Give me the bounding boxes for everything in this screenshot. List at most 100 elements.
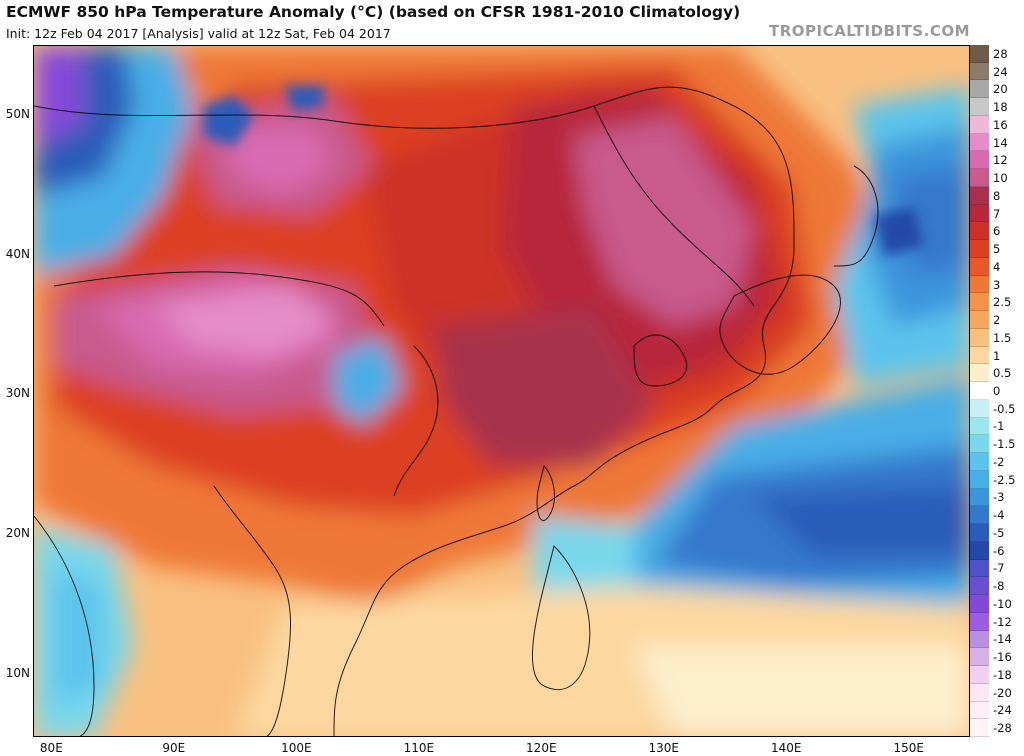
colorbar-level: 28: [970, 45, 1022, 63]
lat-label: 10N: [5, 666, 30, 681]
anomaly-map: [33, 45, 970, 737]
colorbar-level: -7: [970, 559, 1022, 578]
colorbar-label: 7: [993, 206, 1001, 221]
colorbar-swatch: [970, 701, 989, 720]
colorbar-swatch: [970, 186, 989, 205]
colorbar-swatch: [970, 115, 989, 134]
colorbar-label: -10: [993, 596, 1012, 611]
colorbar-swatch: [970, 506, 989, 525]
colorbar-swatch: [970, 45, 989, 63]
colorbar-swatch: [970, 382, 989, 400]
colorbar-level: -5: [970, 524, 1022, 542]
colorbar-label: 12: [993, 153, 1008, 168]
colorbar-label: -5: [993, 525, 1005, 540]
colorbar-label: 24: [993, 64, 1008, 79]
lon-label: 120E: [526, 741, 557, 755]
colorbar-label: 0.5: [993, 366, 1012, 381]
colorbar-swatch: [970, 257, 989, 276]
lat-label: 20N: [5, 526, 30, 541]
colorbar-label: -4: [993, 508, 1005, 523]
colorbar-label: -16: [993, 650, 1012, 665]
colorbar-level: -28: [970, 719, 1022, 737]
colorbar-level: -14: [970, 630, 1022, 649]
lon-label: 130E: [648, 741, 680, 755]
colorbar-level: -12: [970, 612, 1022, 631]
colorbar-label: 18: [993, 100, 1008, 115]
colorbar-label: 2.5: [993, 295, 1012, 310]
lat-label: 30N: [5, 386, 30, 401]
colorbar-level: -10: [970, 595, 1022, 613]
colorbar-label: -12: [993, 614, 1012, 629]
colorbar-label: -14: [993, 632, 1012, 647]
colorbar-swatch: [970, 683, 989, 702]
colorbar-level: 6: [970, 222, 1022, 241]
colorbar-level: 14: [970, 133, 1022, 152]
colorbar-label: -2.5: [993, 472, 1016, 487]
colorbar-level: -1: [970, 417, 1022, 436]
map-subtitle: Init: 12z Feb 04 2017 [Analysis] valid a…: [6, 26, 391, 41]
colorbar-level: -6: [970, 541, 1022, 560]
colorbar-level: -18: [970, 666, 1022, 684]
colorbar-swatch: [970, 470, 989, 489]
colorbar-swatch: [970, 399, 989, 418]
colorbar-label: -28: [993, 721, 1012, 736]
colorbar-level: -2: [970, 453, 1022, 471]
colorbar-swatch: [970, 364, 989, 383]
colorbar-label: 2: [993, 313, 1001, 327]
colorbar-level: 20: [970, 80, 1022, 99]
colorbar-label: 16: [993, 117, 1008, 132]
colorbar-label: -0.5: [993, 401, 1016, 416]
colorbar-level: -4: [970, 506, 1022, 525]
colorbar-level: 12: [970, 151, 1022, 170]
colorbar-swatch: [970, 346, 989, 365]
lon-label: 90E: [162, 741, 186, 755]
colorbar-swatch: [970, 80, 989, 99]
colorbar-level: -0.5: [970, 399, 1022, 418]
colorbar-level: 5: [970, 240, 1022, 258]
colorbar-swatch: [970, 577, 989, 596]
colorbar-label: 5: [993, 242, 1001, 257]
colorbar-level: 3: [970, 275, 1022, 294]
colorbar-label: 8: [993, 188, 1001, 203]
colorbar-level: -20: [970, 683, 1022, 702]
colorbar-swatch: [970, 612, 989, 631]
colorbar-level: -1.5: [970, 435, 1022, 454]
colorbar-level: -16: [970, 648, 1022, 667]
colorbar-level: 7: [970, 204, 1022, 223]
colorbar-level: 0: [970, 382, 1022, 400]
colorbar-swatch: [970, 488, 989, 507]
colorbar-label: -20: [993, 685, 1012, 700]
colorbar-level: 1: [970, 346, 1022, 365]
lon-label: 140E: [771, 741, 802, 755]
colorbar-label: 1: [993, 348, 1001, 363]
colorbar-swatch: [970, 559, 989, 578]
colorbar-swatch: [970, 453, 989, 471]
lon-label: 110E: [403, 741, 435, 755]
colorbar-level: 16: [970, 115, 1022, 134]
colorbar-swatch: [970, 666, 989, 684]
colorbar-swatch: [970, 62, 989, 81]
colorbar-swatch: [970, 311, 989, 329]
colorbar-level: -2.5: [970, 470, 1022, 489]
colorbar-level: -24: [970, 701, 1022, 720]
colorbar-label: -3: [993, 490, 1005, 505]
colorbar-label: 4: [993, 259, 1001, 274]
colorbar-legend: 28 24 20 18 16 14 12 10 8 7 6 5 4 3 2.5 2 1.5 1 0.5 0 -0.5 -1…: [970, 45, 1022, 737]
lat-label: 50N: [5, 106, 30, 121]
lon-label: 80E: [39, 741, 63, 755]
colorbar-swatch: [970, 595, 989, 613]
colorbar-swatch: [970, 541, 989, 560]
colorbar-label: 10: [993, 171, 1008, 186]
colorbar-level: 10: [970, 169, 1022, 187]
colorbar-swatch: [970, 648, 989, 667]
lon-label: 100E: [281, 741, 312, 755]
colorbar-level: -8: [970, 577, 1022, 596]
colorbar-label: -1: [993, 419, 1005, 434]
colorbar-level: 24: [970, 62, 1022, 81]
colorbar-level: 2: [970, 311, 1022, 329]
colorbar-level: 8: [970, 186, 1022, 205]
brand-watermark: TROPICALTIDBITS.COM: [769, 22, 970, 40]
colorbar-swatch: [970, 169, 989, 187]
colorbar-swatch: [970, 435, 989, 454]
colorbar-label: -7: [993, 561, 1005, 576]
